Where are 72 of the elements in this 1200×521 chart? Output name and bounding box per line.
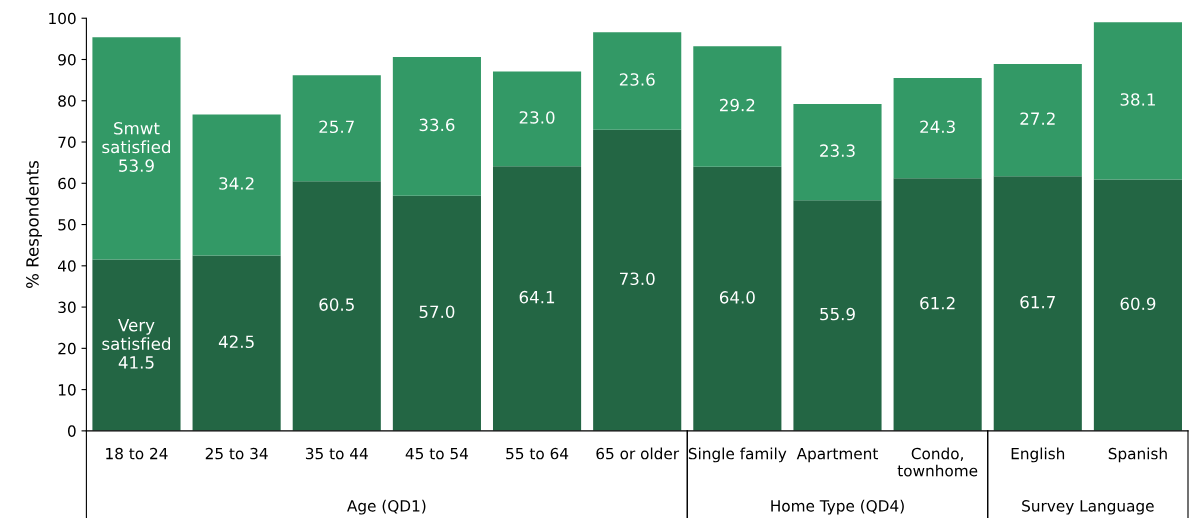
data-label: 60.9 bbox=[1120, 297, 1156, 311]
bar bbox=[693, 166, 782, 431]
bar bbox=[392, 57, 481, 196]
data-label: 42.5 bbox=[218, 335, 254, 349]
y-tick-label: 80 bbox=[58, 95, 76, 107]
bar bbox=[593, 32, 682, 130]
bar bbox=[92, 37, 181, 260]
y-axis-title: % Respondents bbox=[25, 160, 42, 289]
bar bbox=[893, 78, 982, 179]
bar bbox=[993, 64, 1082, 177]
data-label: 29.2 bbox=[720, 98, 755, 112]
y-tick-label: 40 bbox=[57, 260, 76, 272]
data-label: 38.1 bbox=[1120, 93, 1155, 106]
bar bbox=[893, 178, 982, 431]
bar bbox=[593, 129, 682, 431]
data-label: 23.3 bbox=[820, 144, 855, 157]
series-label: Smwt satisfied bbox=[102, 121, 170, 154]
y-tick-label: 30 bbox=[58, 301, 76, 314]
bar bbox=[1093, 179, 1182, 431]
text: Age (QD1) bbox=[347, 499, 426, 515]
bar bbox=[693, 46, 782, 167]
data-label: 57.0 bbox=[419, 305, 455, 319]
bar bbox=[492, 166, 582, 431]
x-tick-label: 25 to 34 bbox=[205, 447, 268, 460]
text: Survey Language bbox=[1022, 500, 1154, 515]
x-tick-label: 55 to 64 bbox=[506, 447, 569, 460]
bar bbox=[92, 259, 181, 431]
x-tick-label: 35 to 44 bbox=[305, 447, 368, 460]
bar bbox=[793, 104, 882, 201]
data-label: 41.5 bbox=[118, 356, 154, 369]
y-tick-label: 10 bbox=[58, 384, 76, 396]
bar bbox=[1093, 22, 1182, 180]
data-label: 64.0 bbox=[719, 291, 755, 304]
x-tick-label: Apartment bbox=[796, 448, 878, 463]
bar bbox=[392, 195, 481, 431]
bar bbox=[292, 75, 381, 182]
bar bbox=[993, 176, 1082, 431]
y-tick-label: 100 bbox=[49, 12, 76, 25]
data-label: 24.3 bbox=[920, 120, 955, 134]
x-tick-label: English bbox=[1011, 447, 1065, 463]
y-tick-label: 70 bbox=[58, 136, 76, 149]
bar bbox=[292, 181, 381, 431]
data-label: 64.1 bbox=[519, 290, 555, 304]
bar bbox=[793, 200, 882, 431]
bar bbox=[192, 255, 281, 431]
bar bbox=[492, 71, 582, 167]
data-label: 55.9 bbox=[820, 307, 855, 321]
x-tick-label: Spanish bbox=[1108, 447, 1167, 463]
data-label: 25.7 bbox=[319, 120, 354, 134]
y-tick-label: 90 bbox=[58, 53, 76, 66]
data-label: 33.6 bbox=[419, 118, 455, 132]
data-label: 73.0 bbox=[620, 272, 655, 286]
text: Home Type (QD4) bbox=[771, 499, 904, 515]
data-label: 27.2 bbox=[1020, 112, 1055, 125]
x-tick-label: Condo, townhome bbox=[897, 447, 978, 477]
x-tick-label: Single family bbox=[688, 447, 787, 463]
data-label: 23.6 bbox=[619, 73, 655, 86]
data-label: 34.2 bbox=[219, 177, 254, 190]
data-label: 60.5 bbox=[319, 298, 354, 311]
data-label: 61.2 bbox=[920, 296, 955, 310]
y-tick-label: 0 bbox=[67, 425, 76, 437]
y-tick-label: 50 bbox=[58, 219, 76, 231]
y-tick-label: 20 bbox=[58, 342, 76, 355]
data-label: 53.9 bbox=[119, 159, 154, 172]
data-label: 61.7 bbox=[1020, 295, 1055, 309]
x-tick-label: 65 or older bbox=[596, 447, 680, 460]
series-label: Very satisfied bbox=[102, 319, 170, 351]
data-label: 23.0 bbox=[519, 111, 555, 124]
x-tick-label: 18 to 24 bbox=[106, 447, 168, 460]
x-tick-label: 45 to 54 bbox=[405, 448, 469, 460]
y-tick-label: 60 bbox=[58, 177, 76, 190]
bar bbox=[192, 114, 281, 256]
